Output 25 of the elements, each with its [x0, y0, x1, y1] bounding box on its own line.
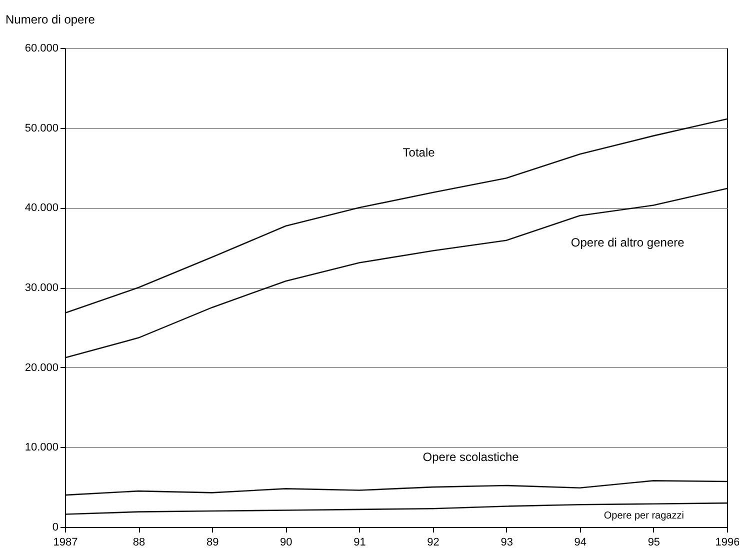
y-axis-title: Numero di opere [6, 12, 96, 26]
line-series [64, 118, 728, 314]
x-tick-label: 95 [648, 536, 660, 548]
x-tick-label: 88 [132, 536, 146, 548]
series-label: Opere di altro genere [570, 236, 685, 250]
x-tick-label: 90 [280, 536, 292, 548]
line-series [64, 188, 728, 358]
x-tick-label: 92 [427, 536, 440, 548]
series-label: Opere scolastiche [422, 450, 520, 464]
text: Totale [402, 146, 436, 160]
x-tick-label: 91 [354, 536, 366, 548]
y-tick-label: 60.000 [24, 42, 58, 54]
series-label: Opere per ragazzi [604, 510, 684, 522]
y-tick-label: 50.000 [24, 122, 58, 134]
x-tick-label: 1996 [715, 536, 740, 548]
x-tick-label: 94 [574, 536, 587, 548]
x-tick-label: 93 [500, 536, 513, 548]
y-tick-label: 40.000 [24, 202, 58, 214]
y-tick-label: 10.000 [24, 442, 58, 454]
y-tick-label: 0 [52, 522, 58, 534]
x-tick-label: 89 [206, 536, 219, 548]
y-tick-label: 20.000 [24, 362, 58, 374]
x-tick-label: 1987 [53, 536, 78, 548]
y-tick-label: 30.000 [24, 282, 58, 294]
line-series [64, 480, 728, 496]
